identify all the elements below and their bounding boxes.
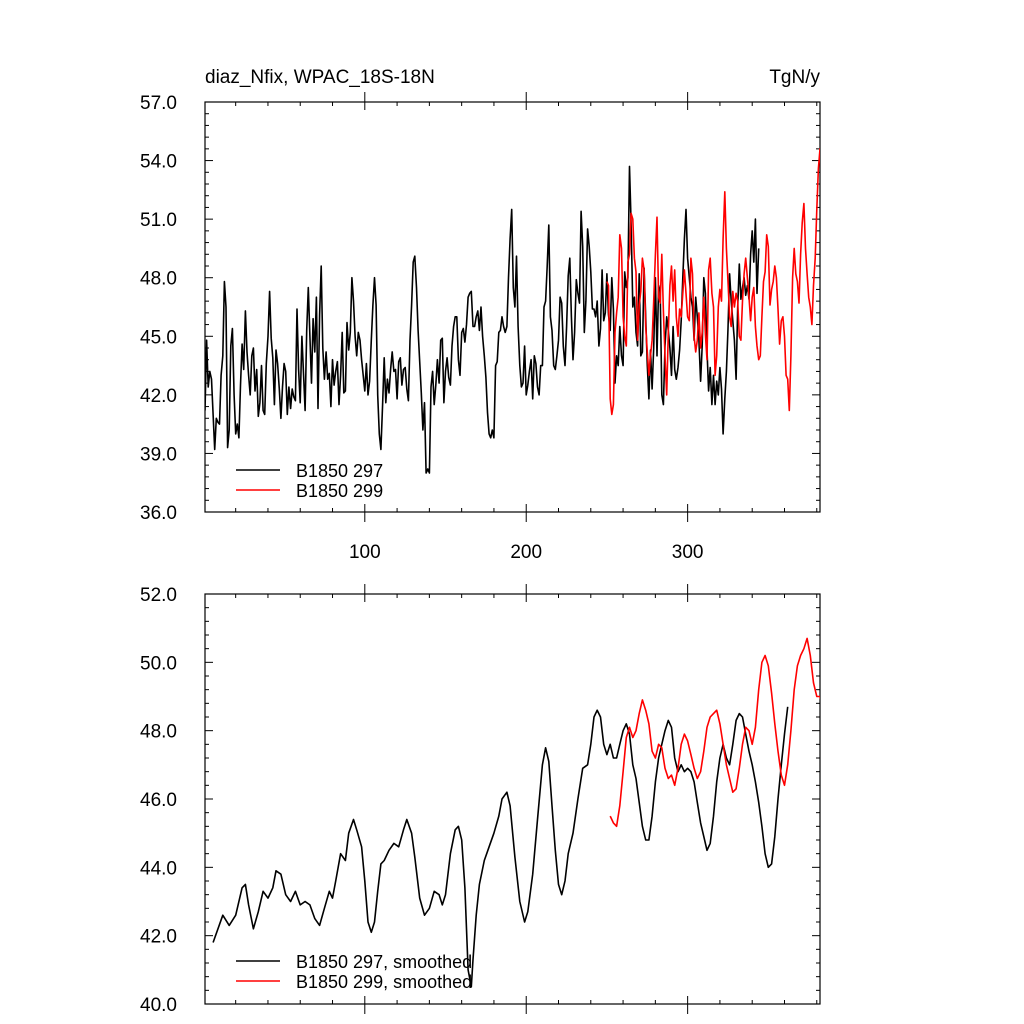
series-line-0 [212, 706, 789, 988]
y-tick-label: 57.0 [140, 93, 177, 114]
y-tick-label: 36.0 [140, 503, 177, 524]
plot-frame [204, 593, 821, 1005]
y-tick-label: 51.0 [140, 210, 177, 231]
y-tick-label: 44.0 [140, 858, 177, 879]
y-tick-label: 40.0 [140, 995, 177, 1016]
top-panel: 36.0 39.0 42.0 45.0 48.0 51.0 54.0 57.0 100 200 30… [140, 92, 821, 563]
y-tick-label: 54.0 [140, 152, 177, 173]
bottom-panel: 40.0 42.0 44.0 46.0 48.0 50.0 52.0 B1850 297, s… [140, 584, 821, 1016]
legend-label-1: B1850 299 [296, 481, 383, 501]
y-tick-label: 45.0 [140, 327, 177, 348]
legend-label-1: B1850 299, smoothed [296, 972, 472, 992]
chart-title: diaz_Nfix, WPAC_18S-18N [205, 67, 435, 88]
series-line-1 [606, 148, 820, 416]
y-tick-label: 42.0 [140, 386, 177, 407]
series-line-0 [205, 165, 760, 474]
x-tick-label: 300 [672, 542, 704, 563]
plot-frame [204, 101, 821, 513]
y-tick-label: 48.0 [140, 722, 177, 743]
y-tick-label: 52.0 [140, 585, 177, 606]
y-tick-label: 50.0 [140, 653, 177, 674]
x-tick-label: 100 [349, 542, 381, 563]
chart-units: TgN/y [769, 67, 820, 88]
y-tick-label: 42.0 [140, 927, 177, 948]
legend-label-0: B1850 297, smoothed [296, 952, 472, 972]
y-tick-label: 46.0 [140, 790, 177, 811]
y-tick-label: 39.0 [140, 444, 177, 465]
legend-label-0: B1850 297 [296, 461, 383, 481]
series-line-1 [609, 637, 820, 828]
x-tick-label: 200 [510, 542, 542, 563]
y-tick-label: 48.0 [140, 269, 177, 290]
